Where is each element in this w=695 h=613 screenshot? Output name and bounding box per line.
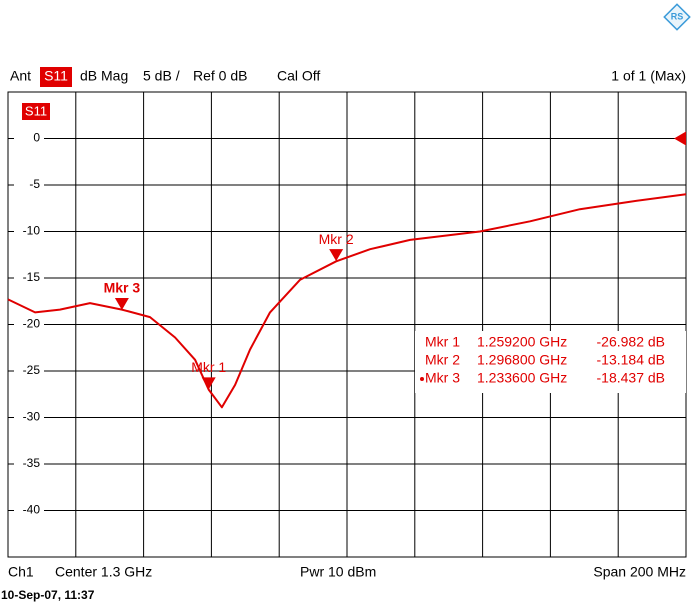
marker-name: Mkr 3	[425, 370, 460, 386]
tick-label-bg	[14, 363, 44, 379]
tick-label-bg	[14, 456, 44, 472]
y-tick-label: -40	[23, 503, 41, 517]
marker-name: Mkr 2	[425, 352, 460, 368]
y-tick-label: -15	[23, 270, 41, 284]
marker-value: -13.184 dB	[597, 352, 666, 368]
trace-badge	[40, 67, 72, 87]
timestamp: 10-Sep-07, 11:37	[1, 588, 95, 602]
antenna: Ant	[10, 68, 31, 84]
power: Pwr 10 dBm	[300, 564, 376, 580]
marker-freq: 1.233600 GHz	[477, 370, 567, 386]
marker-label: Mkr 2	[319, 231, 354, 247]
marker-name: Mkr 1	[425, 334, 460, 350]
trace-label: S11	[25, 103, 47, 118]
tick-label-bg	[14, 223, 44, 240]
marker-table-bg	[415, 331, 686, 393]
marker-freq: 1.259200 GHz	[477, 334, 567, 350]
calibration: Cal Off	[277, 68, 320, 84]
y-tick-label: 0	[33, 131, 40, 145]
marker	[201, 377, 216, 390]
marker-value: -18.437 dB	[597, 370, 666, 386]
tick-label-bg	[14, 270, 44, 286]
tick-label-bg	[14, 130, 44, 147]
marker-label: Mkr 1	[191, 359, 226, 375]
tick-label-bg	[14, 502, 44, 519]
center: Center 1.3 GHz	[55, 564, 152, 580]
marker	[114, 297, 129, 310]
tick-label-bg	[14, 409, 44, 426]
logo: RS	[663, 3, 691, 31]
y-tick-label: -25	[23, 363, 41, 377]
marker-label: Mkr 3	[104, 280, 141, 296]
tick-label-bg	[14, 177, 44, 193]
sweep: 1 of 1 (Max)	[611, 68, 686, 84]
trace-label-bg	[22, 103, 50, 120]
y-tick-label: -30	[23, 410, 41, 424]
plot: 0 -5 -10 -15 -20 -25 -30 -35 -40 S11 Mkr 1 Mkr 2 Mkr…	[7, 91, 687, 558]
trace-line	[7, 193, 687, 409]
marker-value: -26.982 dB	[597, 334, 666, 350]
channel: Ch1	[8, 564, 34, 580]
reference: Ref 0 dB	[193, 68, 247, 84]
y-tick-label: -5	[29, 177, 40, 191]
scale: 5 dB /	[143, 68, 180, 84]
marker-freq: 1.296800 GHz	[477, 352, 567, 368]
svg-text:RS: RS	[671, 11, 684, 21]
y-tick-label: -20	[23, 317, 41, 331]
format: dB Mag	[80, 68, 128, 84]
span: Span 200 MHz	[593, 564, 686, 580]
trace: S11	[44, 68, 68, 84]
y-tick-label: -10	[23, 224, 41, 238]
y-tick-label: -35	[23, 456, 41, 470]
marker	[329, 249, 344, 262]
active-dot	[420, 377, 424, 381]
ref-level-marker	[674, 131, 686, 146]
tick-label-bg	[14, 316, 44, 333]
